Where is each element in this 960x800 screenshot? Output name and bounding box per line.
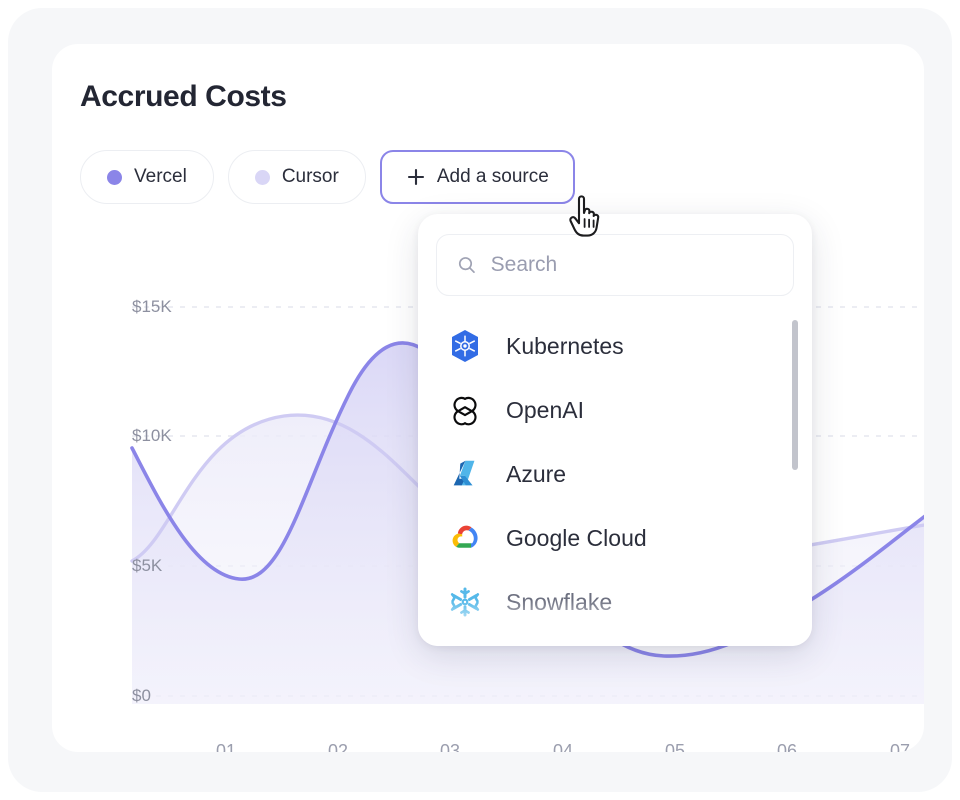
add-source-dropdown: Kubernetes OpenAI <box>418 214 812 646</box>
x-tick-label: 02 <box>327 741 349 752</box>
option-label: Google Cloud <box>506 524 647 551</box>
option-snowflake[interactable]: Snowflake <box>418 570 812 634</box>
search-box[interactable] <box>436 234 794 296</box>
add-source-button[interactable]: Add a source <box>379 150 575 204</box>
azure-icon <box>446 455 484 493</box>
option-openai[interactable]: OpenAI <box>418 378 812 442</box>
add-source-label: Add a source <box>436 166 549 187</box>
source-pill-label: Cursor <box>281 166 339 187</box>
x-tick-label: 04 <box>552 741 574 752</box>
y-tick-label: $15K <box>132 297 172 316</box>
source-options-list: Kubernetes OpenAI <box>418 314 812 646</box>
snowflake-icon <box>446 583 484 621</box>
option-label: Kubernetes <box>506 332 624 359</box>
y-tick-label: $10K <box>132 426 172 445</box>
options-scrollbar-thumb[interactable] <box>792 320 798 470</box>
kubernetes-icon <box>446 327 484 365</box>
y-tick-label: $5K <box>132 556 163 575</box>
google-cloud-icon <box>446 519 484 557</box>
search-input[interactable] <box>490 253 773 277</box>
series-area-vercel <box>132 342 924 704</box>
page-title: Accrued Costs <box>80 80 287 113</box>
source-pill-vercel[interactable]: Vercel <box>80 150 214 204</box>
option-kubernetes[interactable]: Kubernetes <box>418 314 812 378</box>
search-icon <box>458 257 475 273</box>
source-pill-cursor[interactable]: Cursor <box>227 150 366 204</box>
legend-dot-icon <box>107 169 122 185</box>
plus-icon <box>407 168 424 186</box>
option-google-cloud[interactable]: Google Cloud <box>418 506 812 570</box>
y-tick-label: $0 <box>132 686 151 705</box>
option-azure[interactable]: Azure <box>418 442 812 506</box>
option-label: Snowflake <box>506 588 613 615</box>
option-label: OpenAI <box>506 396 584 423</box>
legend-dot-icon <box>254 169 270 185</box>
source-filter-bar: Vercel Cursor Add a source <box>80 150 575 204</box>
source-pill-label: Vercel <box>134 166 187 187</box>
x-tick-label: 06 <box>776 741 798 752</box>
x-tick-label: 05 <box>664 741 686 752</box>
x-tick-label: 03 <box>439 741 461 752</box>
options-scrollbar[interactable] <box>792 320 798 640</box>
option-label: Azure <box>506 460 567 487</box>
x-tick-label: 01 <box>215 741 237 752</box>
openai-icon <box>446 391 484 429</box>
x-tick-label: 07 <box>889 741 911 752</box>
